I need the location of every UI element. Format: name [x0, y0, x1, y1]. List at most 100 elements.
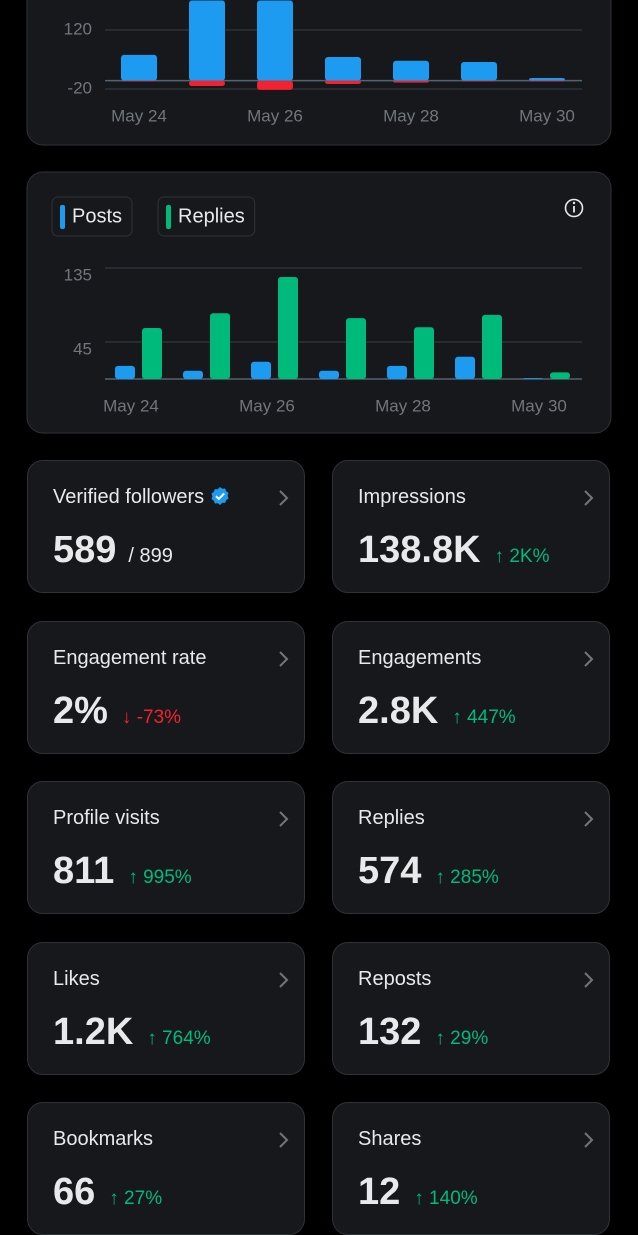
metric-value: 811	[53, 850, 115, 892]
bar	[523, 378, 543, 379]
bar	[325, 56, 361, 81]
x-tick-label: May 26	[239, 396, 295, 415]
metric-title: Bookmarks	[53, 1128, 153, 1151]
bar	[189, 0, 225, 81]
bar	[325, 80, 361, 84]
metric-row: 66 ↑ 27%	[53, 1171, 162, 1214]
bar	[183, 370, 203, 379]
metric-change: ↓ -73%	[121, 706, 182, 728]
metric-title: Replies	[358, 807, 425, 830]
metric-value: 2.8K	[358, 689, 439, 732]
bar	[257, 0, 293, 81]
chevron	[584, 971, 594, 988]
charts: -20 120 May 24 May 26 May 28 May 30 45 135 May 2…	[26, 0, 612, 434]
bar	[550, 372, 570, 379]
metric-title: Engagements	[358, 647, 481, 670]
bar	[393, 60, 429, 81]
x-tick-label: May 30	[519, 106, 575, 125]
verified-badge	[211, 487, 229, 505]
metric-change: ↑ 764%	[147, 1027, 211, 1049]
metric-title: Verified followers	[53, 486, 230, 509]
chart-card	[26, 0, 612, 146]
chevron	[279, 971, 289, 988]
metric-change: ↑ 140%	[414, 1188, 478, 1209]
metric-title: Likes	[53, 968, 100, 991]
chevron	[584, 1132, 594, 1148]
bar	[529, 78, 565, 81]
metric-title: Reposts	[358, 968, 431, 991]
metric-title: Engagement rate	[53, 647, 206, 670]
metric-card[interactable]: Shares 12 ↑ 140%	[332, 1102, 610, 1235]
metric-card[interactable]: Engagements 2.8K ↑ 447%	[332, 620, 610, 754]
metric-row: 138.8K ↑ 2K%	[358, 529, 549, 572]
info-icon[interactable]	[564, 198, 584, 218]
metric-row: 2.8K ↑ 447%	[358, 690, 516, 733]
metric-title-text: Verified followers	[53, 486, 205, 508]
metric-row: 2% ↓ -73%	[53, 690, 181, 733]
metric-value: 589	[53, 529, 117, 571]
bar	[529, 80, 565, 82]
bar	[393, 80, 429, 83]
x-tick-label: May 24	[111, 106, 167, 125]
metric-row: 811 ↑ 995%	[53, 850, 192, 893]
metric-row: 1.2K ↑ 764%	[53, 1011, 211, 1054]
bar	[387, 365, 407, 379]
x-tick-label: May 28	[383, 106, 439, 125]
metric-change: ↑ 447%	[452, 706, 516, 728]
metric-title-text: Impressions	[358, 486, 466, 508]
metric-title: Shares	[358, 1128, 421, 1151]
legend-label: Replies	[178, 205, 245, 227]
chevron	[279, 1132, 289, 1148]
x-tick-label: May 26	[247, 106, 303, 125]
y-tick-label: -20	[67, 78, 92, 97]
metric-change: ↑ 29%	[435, 1027, 489, 1049]
metric-title-text: Reposts	[358, 967, 432, 990]
chevron	[279, 811, 289, 827]
metric-card[interactable]: Impressions 138.8K ↑ 2K%	[332, 460, 610, 593]
metric-card[interactable]: Replies 574 ↑ 285%	[332, 781, 610, 914]
bar	[455, 356, 475, 379]
metric-title: Impressions	[358, 486, 466, 509]
legend-item[interactable]: Replies	[157, 196, 256, 237]
x-tick-label: May 30	[511, 396, 567, 415]
bar	[482, 314, 502, 379]
metric-card[interactable]: Engagement rate 2% ↓ -73%	[27, 620, 305, 754]
metric-row: 12 ↑ 140%	[358, 1171, 478, 1214]
metric-change: ↑ 2K%	[494, 546, 550, 567]
bar	[319, 370, 339, 379]
chevron	[584, 650, 594, 667]
y-tick-label: 135	[64, 265, 92, 284]
bar	[142, 328, 162, 379]
legend-label: Posts	[72, 205, 122, 227]
metric-title-text: Engagement rate	[53, 646, 207, 669]
metric-row: 574 ↑ 285%	[358, 850, 499, 893]
legend-box	[157, 196, 256, 237]
metric-total: / 899	[128, 545, 173, 567]
metric-value: 12	[358, 1171, 401, 1213]
metric-title-text: Shares	[358, 1128, 422, 1150]
metric-card[interactable]: Profile visits 811 ↑ 995%	[27, 781, 305, 914]
metric-change: ↑ 285%	[435, 867, 499, 888]
metric-value: 132	[358, 1010, 422, 1053]
chevron	[584, 811, 594, 827]
legend-item[interactable]: Posts	[51, 196, 133, 237]
metric-title-text: Bookmarks	[53, 1128, 154, 1150]
metric-value: 66	[53, 1171, 96, 1213]
bar	[278, 277, 298, 379]
legend-box	[51, 196, 133, 237]
bar	[346, 318, 366, 379]
metric-row: 132 ↑ 29%	[358, 1011, 488, 1054]
bar	[210, 313, 230, 379]
metric-title-text: Replies	[358, 807, 425, 829]
metric-card[interactable]: Verified followers 589 / 899	[27, 460, 305, 593]
metric-card[interactable]: Likes 1.2K ↑ 764%	[27, 941, 305, 1075]
bar	[121, 80, 157, 82]
metric-card[interactable]: Bookmarks 66 ↑ 27%	[27, 1102, 305, 1235]
metric-title-text: Profile visits	[53, 807, 160, 829]
metric-value: 2%	[53, 689, 108, 732]
metric-card[interactable]: Reposts 132 ↑ 29%	[332, 941, 610, 1075]
x-tick-label: May 28	[375, 396, 431, 415]
bar	[461, 80, 497, 82]
chevron	[279, 650, 289, 667]
metric-title-text: Engagements	[358, 646, 482, 669]
